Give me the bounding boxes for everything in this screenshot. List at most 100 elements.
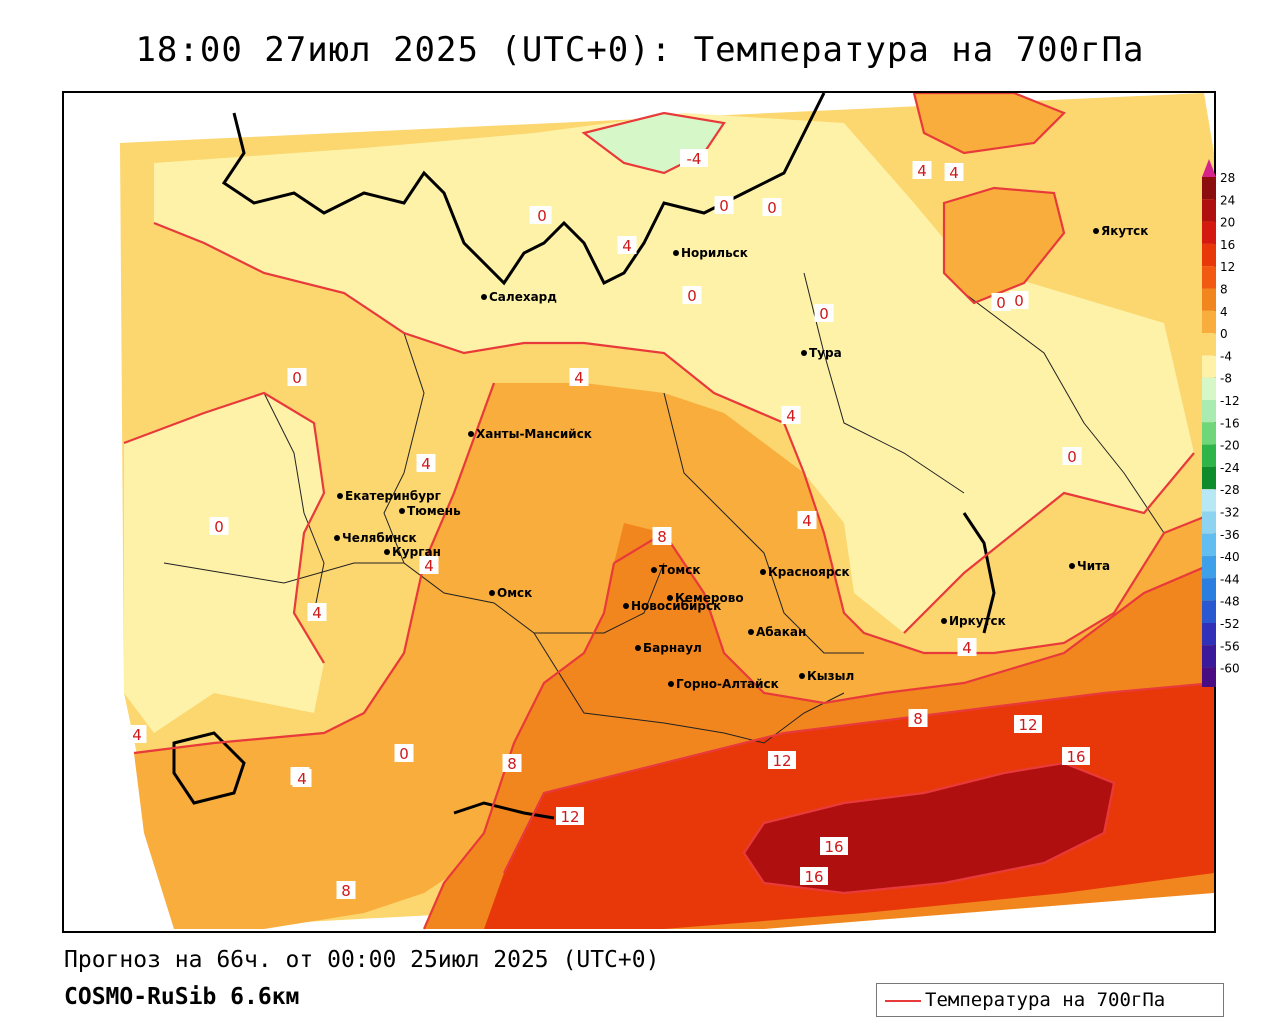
city-label: Екатеринбург: [345, 489, 441, 503]
contour-labels: -404000004440404400044440844881212161216…: [127, 149, 1090, 900]
contour-label: 8: [502, 754, 522, 773]
forecast-info: Прогноз на 66ч. от 00:00 25июл 2025 (UTC…: [64, 947, 660, 973]
city-label: Абакан: [756, 625, 806, 639]
contour-label-bg: [680, 149, 708, 167]
colorbar-tick-label: -36: [1220, 528, 1240, 542]
colorbar-swatch: [1202, 623, 1216, 646]
contour-label-bg: [209, 517, 229, 535]
contour-label-text: 8: [507, 755, 517, 773]
city-label: Челябинск: [342, 531, 417, 545]
contour-label-bg: [287, 368, 307, 386]
colorbar-tick-label: 16: [1220, 238, 1235, 252]
colorbar-swatch: [1202, 177, 1216, 200]
contour-label-text: 0: [719, 197, 729, 215]
colorbar-tick-label: -20: [1220, 439, 1240, 453]
contour-lines: [123, 93, 1214, 930]
contour-label-text: 4: [424, 557, 434, 575]
contour-label: 4: [944, 163, 964, 182]
city-marker: Иркутск: [941, 614, 1006, 628]
city-dot: [651, 567, 657, 573]
city-marker: Кемерово: [667, 591, 744, 605]
city-dot: [748, 629, 754, 635]
contour-label: 4: [292, 769, 312, 788]
contour-label-text: 12: [560, 808, 579, 826]
contour-label-text: 0: [214, 518, 224, 536]
city-marker: Якутск: [1093, 224, 1148, 238]
city-dot: [489, 590, 495, 596]
contour-label: 4: [617, 236, 637, 255]
colorbar: 28 24 20 16 12 8 4 0 -4 -8 -12 -16 -20 -24 -28 -32 -36 -4…: [1202, 159, 1240, 687]
colorbar-swatch: [1202, 645, 1216, 668]
city-label: Тура: [809, 346, 842, 360]
colorbar-swatch: [1202, 333, 1216, 356]
colorbar-tick-label: 20: [1220, 216, 1235, 230]
contour-label-text: 4: [312, 604, 322, 622]
contour-label-bg: [957, 638, 977, 656]
contour-label-bg: [912, 161, 932, 179]
city-dot: [468, 431, 474, 437]
contour-label-text: 0: [399, 745, 409, 763]
city-dot: [1069, 563, 1075, 569]
city-label: Красноярск: [768, 565, 850, 579]
colorbar-tick-label: -40: [1220, 550, 1240, 564]
contour-label-text: 4: [962, 639, 972, 657]
city-marker: Томск: [651, 563, 701, 577]
city-label: Томск: [659, 563, 701, 577]
contour-label: 0: [394, 744, 414, 763]
contour-label-text: 8: [913, 710, 923, 728]
city-label: Горно-Алтайск: [676, 677, 779, 691]
contour-label: 4: [957, 638, 977, 657]
contour-label: 8: [336, 881, 356, 900]
contour-label: 0: [532, 206, 552, 225]
city-marker: Норильск: [673, 246, 748, 260]
contour-label-bg: [617, 236, 637, 254]
contour-label-bg: [768, 751, 796, 769]
contour-label-bg: [991, 293, 1011, 311]
colorbar-swatch: [1202, 400, 1216, 423]
contour-label-bg: [336, 881, 356, 899]
contour-label: 8: [652, 527, 672, 546]
contour-label: 0: [991, 293, 1011, 312]
city-dot: [941, 618, 947, 624]
contour-label: 4: [127, 725, 147, 744]
city-label: Чита: [1077, 559, 1110, 573]
city-marker: Абакан: [748, 625, 806, 639]
city-label: Норильск: [681, 246, 748, 260]
legend-line: [885, 1000, 921, 1002]
contour-label-bg: [908, 709, 928, 727]
colorbar-tick-label: 28: [1220, 171, 1235, 185]
colorbar-tick-label: -12: [1220, 394, 1240, 408]
city-marker: Челябинск: [334, 531, 417, 545]
city-dot: [799, 673, 805, 679]
contour-label: 12: [556, 807, 584, 826]
colorbar-swatch: [1202, 578, 1216, 601]
city-marker: Кызыл: [799, 669, 854, 683]
region-borders: [163, 272, 1165, 744]
contour-label-bg: [556, 807, 584, 825]
contour-label-text: 4: [917, 162, 927, 180]
colorbar-swatch: [1202, 667, 1216, 687]
contour-label: 0: [714, 196, 734, 215]
contour-label-text: 0: [1014, 292, 1024, 310]
contour-label-bg: [502, 754, 522, 772]
city-dot: [801, 350, 807, 356]
city-marker: Чита: [1069, 559, 1110, 573]
contour-label-text: 0: [537, 207, 547, 225]
contour-label: 8: [908, 709, 928, 728]
map-area: -404000004440404400044440844881212161216…: [62, 91, 1216, 933]
colorbar-tick-label: -16: [1220, 416, 1240, 430]
colorbar-swatch: [1202, 310, 1216, 334]
legend: Температура на 700гПа: [876, 983, 1224, 1017]
contour-label-bg: [127, 725, 147, 743]
city-label: Омск: [497, 586, 532, 600]
colorbar-tick-label: 24: [1220, 193, 1235, 207]
colorbar-top-arrow: [1202, 159, 1216, 177]
colorbar-swatch: [1202, 533, 1216, 557]
contour-label-bg: [419, 556, 439, 574]
colorbar-swatch: [1202, 243, 1216, 267]
city-label: Кызыл: [807, 669, 854, 683]
city-label: Якутск: [1101, 224, 1148, 238]
contour-label-text: 4: [802, 512, 812, 530]
contour-label: 12: [768, 751, 796, 770]
city-dot: [623, 603, 629, 609]
